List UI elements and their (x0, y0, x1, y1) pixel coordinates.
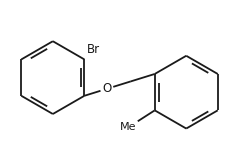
Text: Me: Me (120, 122, 136, 132)
Text: Br: Br (87, 43, 100, 56)
Text: O: O (102, 82, 112, 95)
